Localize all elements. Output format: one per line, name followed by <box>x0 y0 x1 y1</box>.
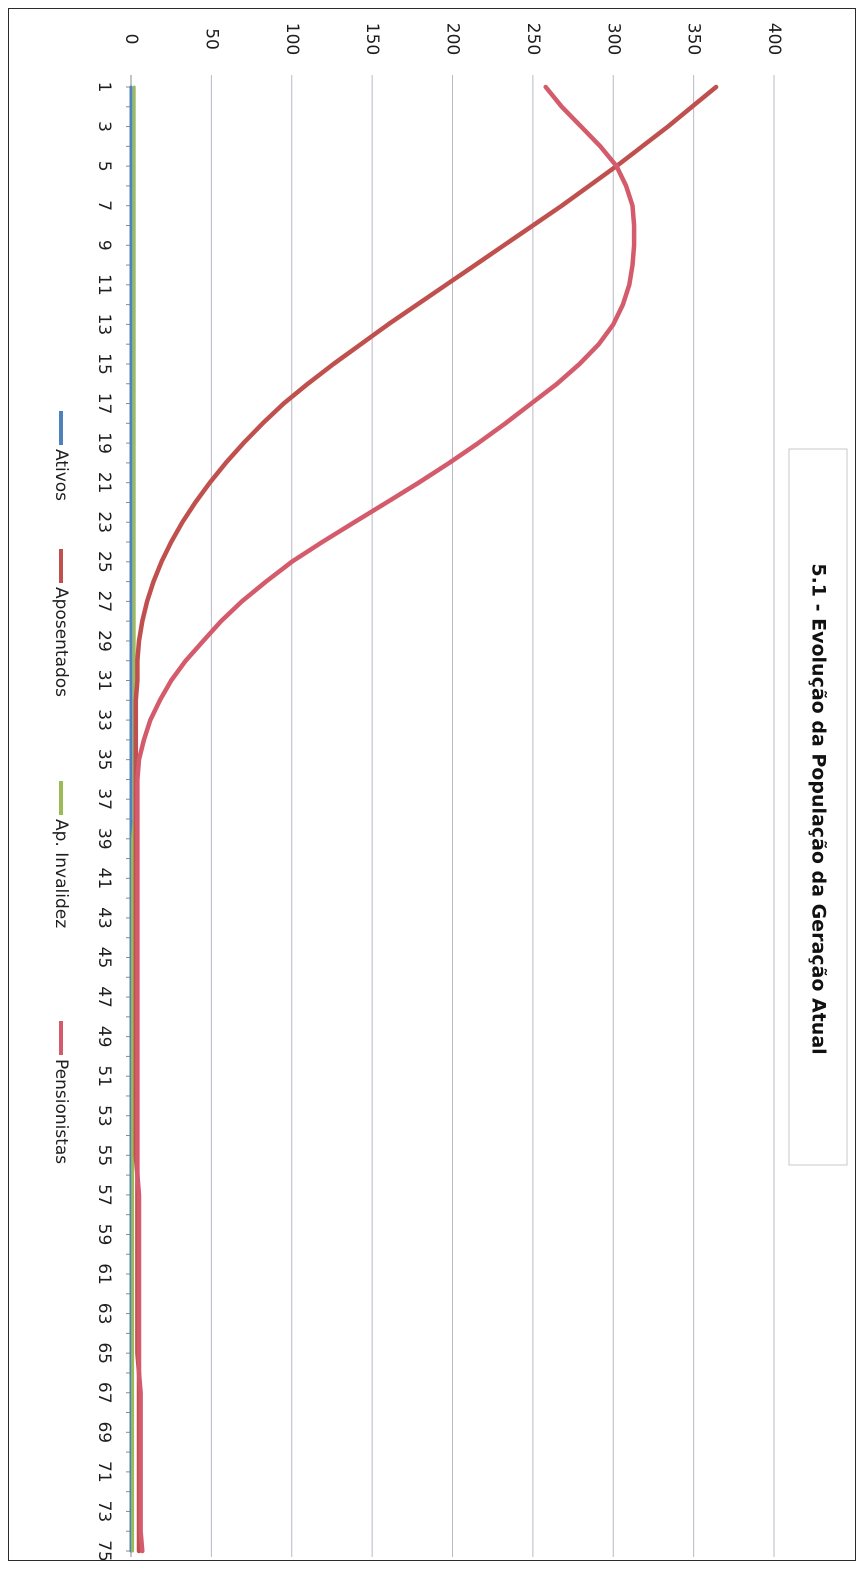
x-tick-label: 21 <box>94 472 114 494</box>
x-tick-label: 71 <box>94 1461 114 1483</box>
legend-label-ap-invalidez: Ap. Invalidez <box>51 819 71 928</box>
y-tick-label: 350 <box>684 23 704 55</box>
x-tick-label: 39 <box>94 828 114 850</box>
x-tick-label: 75 <box>94 1540 114 1562</box>
x-tick-label: 31 <box>94 670 114 692</box>
y-tick-label: 250 <box>523 23 543 55</box>
y-tick-label: 100 <box>282 23 302 55</box>
legend: Ativos Aposentados Ap. Invalidez Pensionist… <box>51 411 71 1164</box>
x-tick-label: 19 <box>94 432 114 454</box>
x-tick-label: 5 <box>94 161 114 172</box>
x-tick-label: 73 <box>94 1501 114 1523</box>
gridlines <box>210 75 775 1557</box>
x-tick-label: 59 <box>94 1224 114 1246</box>
x-tick-label: 11 <box>94 274 114 296</box>
x-tick-label: 25 <box>94 551 114 573</box>
y-tick-label: 0 <box>121 34 141 45</box>
x-tick-label: 61 <box>94 1263 114 1285</box>
chart-title-box: 5.1 - Evolução da População da Geração A… <box>788 448 848 1166</box>
chart-title: 5.1 - Evolução da População da Geração A… <box>808 563 830 1054</box>
x-tick-label: 23 <box>94 511 114 533</box>
series-line-pensionistas <box>135 84 637 1554</box>
x-tick-label: 43 <box>94 907 114 929</box>
y-tick-label: 150 <box>362 23 382 55</box>
y-tick-label: 50 <box>201 28 221 50</box>
x-tick-label: 67 <box>94 1382 114 1404</box>
chart-svg: 5.1 - Evolução da População da Geração A… <box>51 23 848 1562</box>
y-tick-label: 400 <box>764 23 784 55</box>
x-tick-label: 15 <box>94 353 114 375</box>
legend-label-aposentados: Aposentados <box>51 587 71 697</box>
x-tick-label: 3 <box>94 121 114 132</box>
x-tick-label: 9 <box>94 240 114 251</box>
chart-frame: 5.1 - Evolução da População da Geração A… <box>8 8 856 1562</box>
x-tick-label: 35 <box>94 749 114 771</box>
series-line-aposentados <box>133 84 719 1554</box>
x-tick-label: 37 <box>94 788 114 810</box>
x-tick-label: 17 <box>94 393 114 415</box>
x-tick-label: 69 <box>94 1421 114 1443</box>
x-tick-label: 1 <box>94 82 114 93</box>
x-tick-label: 45 <box>94 947 114 969</box>
x-tick-label: 53 <box>94 1105 114 1127</box>
y-tick-label: 300 <box>603 23 623 55</box>
x-tick-label: 13 <box>94 314 114 336</box>
x-tick-label: 65 <box>94 1342 114 1364</box>
x-tick-label: 33 <box>94 709 114 731</box>
x-tick-label: 29 <box>94 630 114 652</box>
y-axis-ticks: 0 50 100 150 200 250 300 350 400 <box>121 23 784 55</box>
legend-label-pensionistas: Pensionistas <box>51 1059 71 1164</box>
x-tick-label: 55 <box>94 1145 114 1167</box>
legend-label-ativos: Ativos <box>51 449 71 501</box>
series-lines <box>129 84 719 1554</box>
x-tick-label: 27 <box>94 591 114 613</box>
x-tick-label: 63 <box>94 1303 114 1325</box>
x-tick-label: 51 <box>94 1065 114 1087</box>
x-tick-label: 47 <box>94 986 114 1008</box>
x-tick-label: 57 <box>94 1184 114 1206</box>
x-axis-ticks: 1357911131517192123252729313335373941434… <box>94 82 114 1562</box>
x-tick-label: 7 <box>94 200 114 211</box>
x-tick-label: 41 <box>94 868 114 890</box>
y-tick-label: 200 <box>443 23 463 55</box>
x-tick-label: 49 <box>94 1026 114 1048</box>
